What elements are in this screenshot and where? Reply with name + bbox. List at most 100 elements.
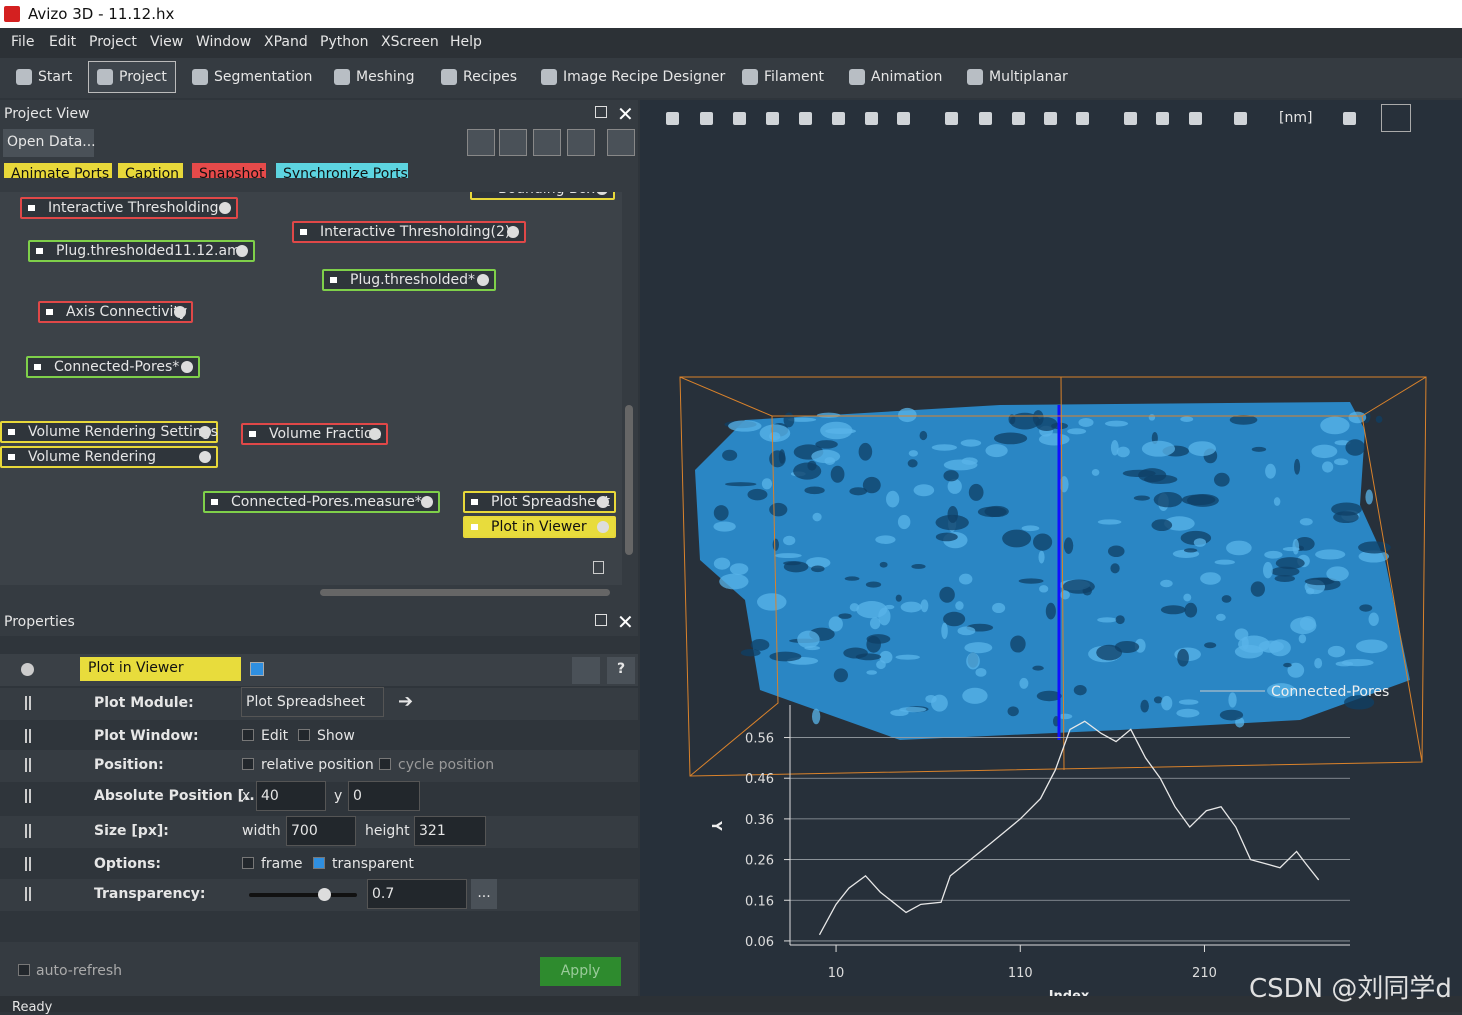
menu-item[interactable]: Window <box>196 34 252 50</box>
checkbox-label: frame <box>261 856 303 872</box>
toolbar-item[interactable]: Recipes <box>463 69 518 85</box>
checkbox[interactable] <box>18 964 30 976</box>
viewer-tool[interactable] <box>1044 112 1057 125</box>
toolbar-item[interactable]: Filament <box>764 69 825 85</box>
scrollbar-h <box>320 589 610 596</box>
button[interactable]: Open Data... <box>3 129 96 157</box>
text-field[interactable]: 40 <box>256 781 326 811</box>
watermark: CSDN @刘同学d <box>1249 974 1452 1004</box>
viewer-tool[interactable] <box>1012 112 1025 125</box>
graph-node[interactable]: Plot Spreadsheet <box>463 491 616 513</box>
menu-item[interactable]: File <box>11 34 35 50</box>
viewer-tool[interactable] <box>700 112 713 125</box>
graph-node[interactable]: Connected-Pores* <box>26 356 200 378</box>
viewer-tool[interactable] <box>865 112 878 125</box>
menu-item[interactable]: XScreen <box>381 34 439 50</box>
viewer-tool[interactable] <box>1076 112 1089 125</box>
menu-item[interactable]: XPand <box>264 34 308 50</box>
help-button[interactable] <box>572 657 600 684</box>
toolbar-item[interactable]: Project <box>119 69 167 85</box>
viewer-tool[interactable] <box>1189 112 1202 125</box>
text-field[interactable]: 0 <box>348 781 420 811</box>
viewer-tool[interactable] <box>733 112 746 125</box>
graph-node[interactable]: Volume Rendering <box>0 446 218 468</box>
field-name: y <box>334 788 343 804</box>
prop-label: Plot Window: <box>94 728 199 744</box>
viewer-tool[interactable] <box>766 112 779 125</box>
toolbar-item[interactable]: Segmentation <box>214 69 313 85</box>
viewer-tool[interactable] <box>945 112 958 125</box>
unit[interactable]: [nm] <box>1279 110 1313 126</box>
slider-thumb[interactable] <box>318 888 331 901</box>
menu-item[interactable]: Project <box>89 34 137 50</box>
graph-node[interactable]: Volume Rendering Settings <box>0 421 218 443</box>
graph-node[interactable]: Bounding Box <box>470 192 615 200</box>
help-button[interactable]: ? <box>607 657 635 684</box>
text-field[interactable]: 321 <box>414 816 486 846</box>
toolbar-item[interactable]: Meshing <box>356 69 415 85</box>
viewer-tool[interactable] <box>979 112 992 125</box>
graph-node[interactable]: Interactive Thresholding <box>20 197 238 219</box>
menu-item[interactable]: Python <box>320 34 369 50</box>
prop-label: Size [px]: <box>94 823 169 839</box>
tool-button[interactable] <box>567 129 595 156</box>
viewer-tool[interactable] <box>1234 112 1247 125</box>
toolbar-icon <box>16 69 32 85</box>
pin-icon <box>25 857 31 871</box>
module-toggle <box>21 663 34 676</box>
toolbar-item[interactable]: Image Recipe Designer <box>563 69 726 85</box>
more-button[interactable]: ... <box>471 879 497 909</box>
apply-button[interactable]: Apply <box>540 957 621 986</box>
graph-node[interactable]: Plug.thresholded* <box>322 269 496 291</box>
text-field[interactable]: 700 <box>286 816 356 846</box>
toolbar-item[interactable]: Start <box>38 69 73 85</box>
checkbox[interactable] <box>242 729 254 741</box>
viewer-tool[interactable] <box>897 112 910 125</box>
arrow-icon: ➔ <box>398 691 414 712</box>
toolbar-icon <box>97 69 113 85</box>
pin-icon <box>25 696 31 710</box>
dropdown[interactable]: Plot Spreadsheet <box>241 687 384 717</box>
viewer-tool[interactable] <box>799 112 812 125</box>
checkbox[interactable] <box>242 857 254 869</box>
tool-button[interactable] <box>607 129 635 156</box>
trash-icon <box>593 561 604 574</box>
menu-item[interactable]: Help <box>450 34 482 50</box>
scrollbar-v <box>625 405 633 555</box>
viewer-tool[interactable] <box>1156 112 1169 125</box>
graph-node[interactable]: Plot in Viewer <box>463 516 616 538</box>
checkbox[interactable] <box>242 758 254 770</box>
toolbar <box>0 58 1462 98</box>
module-name: Plot in Viewer <box>80 657 241 681</box>
graph-node[interactable]: Volume Fraction <box>241 423 388 445</box>
graph-node[interactable]: Interactive Thresholding(2) <box>292 221 526 243</box>
graph-node[interactable]: Connected-Pores.measure* <box>203 491 440 513</box>
menu-bar <box>0 28 1462 58</box>
menu-item[interactable]: View <box>150 34 184 50</box>
app-icon <box>4 6 20 22</box>
graph-node[interactable]: Plug.thresholded11.12.am <box>28 240 255 262</box>
tool-button[interactable] <box>467 129 495 156</box>
module-color <box>250 662 264 676</box>
panel-header: Properties <box>4 614 75 630</box>
checkbox[interactable] <box>379 758 391 770</box>
viewer-tool[interactable] <box>1381 104 1411 132</box>
viewer-tool[interactable] <box>1124 112 1137 125</box>
row-bg <box>0 750 638 782</box>
tool-button[interactable] <box>499 129 527 156</box>
prop-label: Position: <box>94 757 164 773</box>
toolbar-icon <box>967 69 983 85</box>
field-name: x <box>242 788 251 804</box>
graph-node[interactable]: Axis Connectivity <box>38 301 193 323</box>
tool-button[interactable] <box>533 129 561 156</box>
checkbox[interactable] <box>298 729 310 741</box>
toolbar-item[interactable]: Animation <box>871 69 943 85</box>
panel-close: ✕ <box>617 610 634 634</box>
text-field[interactable]: 0.7 <box>367 879 467 909</box>
viewer-tool[interactable] <box>1343 112 1356 125</box>
toolbar-item[interactable]: Multiplanar <box>989 69 1068 85</box>
viewer-tool[interactable] <box>832 112 845 125</box>
viewer-tool[interactable] <box>666 112 679 125</box>
checkbox[interactable] <box>313 857 325 869</box>
menu-item[interactable]: Edit <box>49 34 77 50</box>
